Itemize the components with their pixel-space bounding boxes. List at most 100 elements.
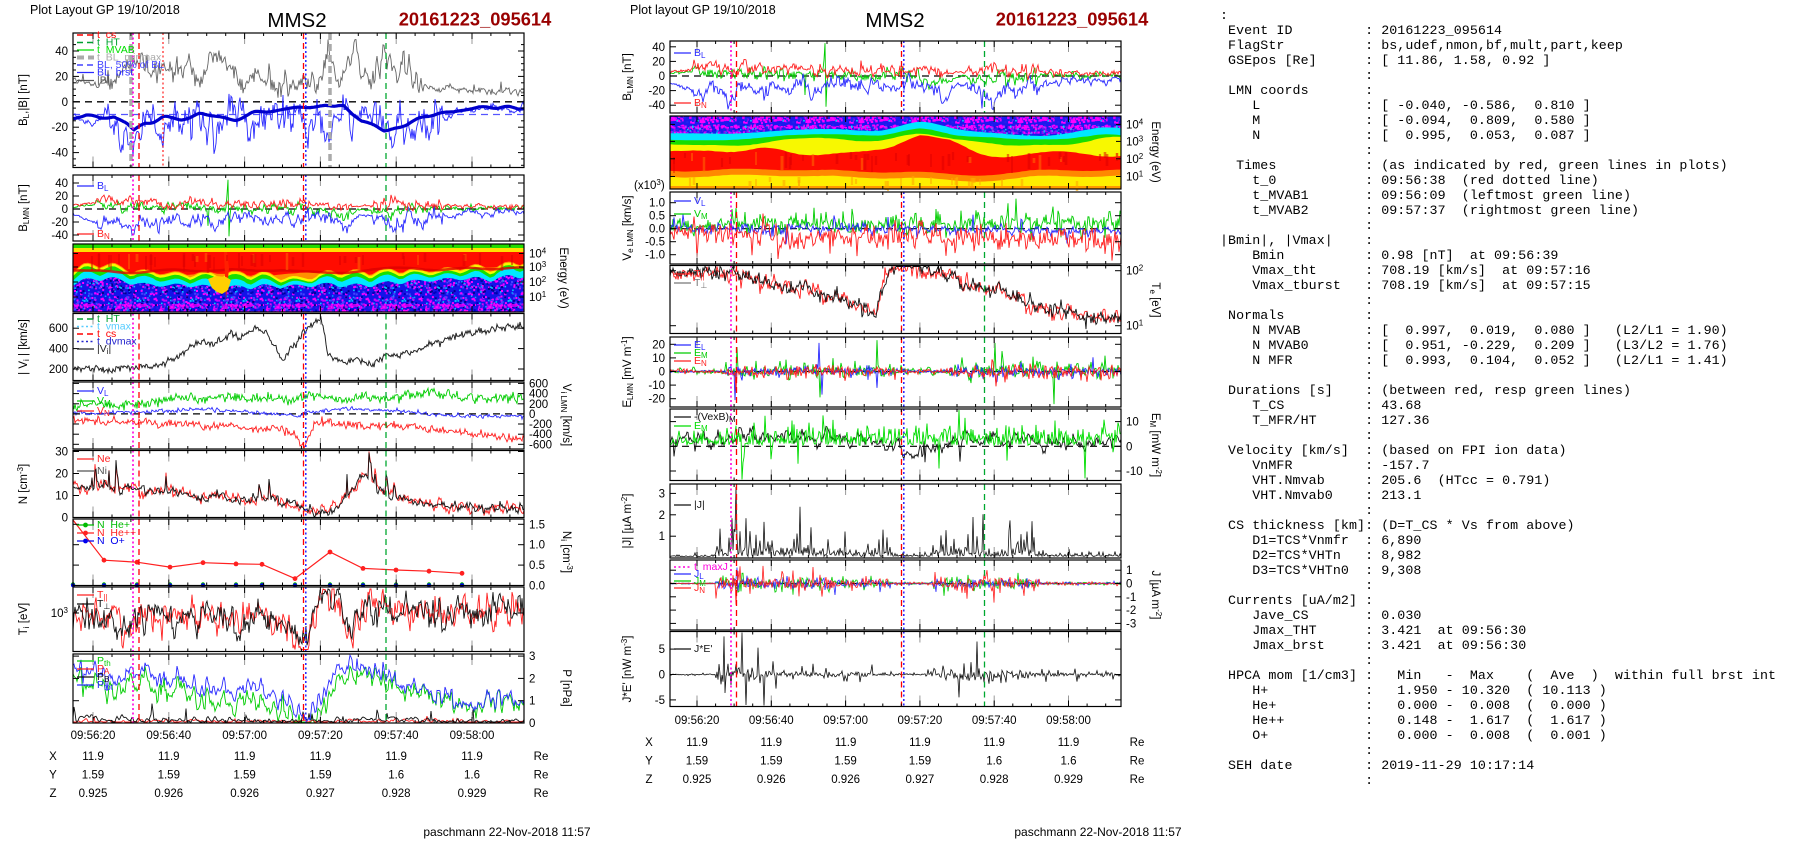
svg-text:3: 3 (529, 651, 535, 663)
svg-text:Ne: Ne (97, 453, 111, 465)
svg-text:10: 10 (55, 491, 68, 503)
svg-text:1.6: 1.6 (388, 770, 404, 782)
svg-text:T⊥: T⊥ (97, 598, 110, 611)
svg-text:Re: Re (534, 751, 549, 763)
svg-text:0.926: 0.926 (831, 774, 860, 786)
svg-text:09:57:20: 09:57:20 (898, 715, 943, 727)
svg-text:11.9: 11.9 (158, 751, 180, 763)
svg-text:1.59: 1.59 (686, 756, 708, 768)
svg-text:t vmax: t vmax (97, 321, 132, 333)
svg-text:PA: PA (97, 663, 110, 676)
svg-text:0.925: 0.925 (683, 774, 712, 786)
svg-text:40: 40 (55, 178, 68, 190)
svg-text:20: 20 (55, 469, 68, 481)
svg-text:Ve LMN [km/s]: Ve LMN [km/s] (622, 195, 635, 260)
svg-text:0: 0 (62, 97, 68, 109)
svg-text:1.0: 1.0 (649, 198, 665, 210)
svg-text:09:58:00: 09:58:00 (1046, 715, 1091, 727)
svg-text:09:56:40: 09:56:40 (749, 715, 794, 727)
svg-text:(x103): (x103) (634, 178, 665, 192)
svg-text:400: 400 (529, 389, 548, 401)
svg-text:0: 0 (62, 513, 68, 525)
svg-text:EM [mW m-2]: EM [mW m-2] (1148, 413, 1163, 477)
svg-text:102: 102 (1126, 264, 1144, 278)
svg-text:103: 103 (1126, 134, 1144, 148)
svg-text:EL: EL (694, 339, 706, 352)
svg-text:200: 200 (529, 399, 548, 411)
svg-text:09:56:20: 09:56:20 (71, 730, 116, 742)
svg-text:103: 103 (51, 606, 69, 620)
svg-text:paschmann 22-Nov-2018 11:57: paschmann 22-Nov-2018 11:57 (423, 825, 591, 839)
svg-text:t HT: t HT (97, 313, 120, 325)
svg-text:20161223_095614: 20161223_095614 (399, 9, 552, 30)
svg-text:11.9: 11.9 (82, 751, 104, 763)
svg-text:Y: Y (645, 756, 653, 768)
svg-text:1: 1 (659, 531, 665, 543)
svg-text:101: 101 (529, 290, 547, 304)
svg-text:0.927: 0.927 (906, 774, 935, 786)
svg-text:103: 103 (529, 260, 547, 274)
svg-text:102: 102 (1126, 152, 1144, 166)
svg-text:J [µA m-2]: J [µA m-2] (1149, 571, 1163, 620)
svg-text:0.929: 0.929 (458, 788, 487, 800)
svg-text:-1.0: -1.0 (645, 250, 665, 262)
svg-text:2: 2 (529, 673, 535, 685)
svg-text:T||: T|| (97, 589, 108, 602)
svg-text:BL: BL (694, 47, 706, 60)
svg-text:Re: Re (534, 788, 549, 800)
svg-text:0.5: 0.5 (649, 211, 665, 223)
svg-text:N He+: N He+ (97, 519, 130, 531)
svg-text:0.928: 0.928 (980, 774, 1009, 786)
svg-text:20: 20 (55, 191, 68, 203)
svg-text:0: 0 (62, 204, 68, 216)
svg-text:101: 101 (1126, 170, 1144, 184)
svg-text:11.9: 11.9 (835, 737, 857, 749)
svg-text:T||: T|| (694, 268, 705, 281)
svg-text:1.6: 1.6 (464, 770, 480, 782)
svg-text:0: 0 (659, 71, 665, 83)
svg-text:Re: Re (1130, 774, 1145, 786)
svg-text:ELMN [mV m-1]: ELMN [mV m-1] (620, 336, 635, 407)
svg-text:|J| [µA m-2]: |J| [µA m-2] (620, 494, 634, 549)
svg-text:VM: VM (97, 395, 111, 408)
svg-text:2: 2 (659, 510, 665, 522)
svg-text:0.926: 0.926 (230, 788, 259, 800)
svg-text:t dvmax: t dvmax (97, 336, 137, 348)
svg-text:Vi LMN [km/s]: Vi LMN [km/s] (559, 384, 572, 446)
svg-text:1.0: 1.0 (529, 540, 545, 552)
svg-text:0.5: 0.5 (529, 560, 545, 572)
svg-text:-400: -400 (529, 429, 552, 441)
svg-text:1.6: 1.6 (986, 756, 1002, 768)
svg-text:-40: -40 (51, 148, 68, 160)
svg-text:1.59: 1.59 (82, 770, 104, 782)
svg-text:11.9: 11.9 (983, 737, 1005, 749)
svg-text:MMS2: MMS2 (865, 9, 924, 32)
svg-text:BN: BN (97, 228, 110, 241)
svg-text:-40: -40 (648, 100, 665, 112)
svg-text:09:57:00: 09:57:00 (823, 715, 868, 727)
svg-text:0: 0 (659, 670, 665, 682)
svg-text:104: 104 (1126, 117, 1144, 131)
svg-text:11.9: 11.9 (909, 737, 931, 749)
svg-text:-2: -2 (1126, 605, 1136, 617)
svg-text:X: X (49, 751, 57, 763)
svg-text:30: 30 (55, 447, 68, 459)
svg-text:20: 20 (652, 56, 665, 68)
svg-text:JM: JM (694, 575, 706, 588)
svg-text:Energy (eV): Energy (eV) (557, 247, 569, 309)
svg-text:Pth: Pth (97, 655, 111, 668)
svg-text:-0.5: -0.5 (645, 237, 665, 249)
svg-text:BLMN [nT]: BLMN [nT] (622, 53, 635, 101)
svg-text:Plot Layout GP 19/10/2018: Plot Layout GP 19/10/2018 (30, 3, 180, 17)
svg-text:T⊥: T⊥ (694, 277, 707, 290)
svg-text:600: 600 (49, 323, 68, 335)
svg-text:| Vi | [km/s]: | Vi | [km/s] (18, 319, 31, 375)
svg-text:09:58:00: 09:58:00 (450, 730, 495, 742)
svg-text:N He++: N He++ (97, 527, 136, 539)
svg-text:0.0: 0.0 (529, 581, 545, 593)
svg-text:1.59: 1.59 (233, 770, 255, 782)
svg-text:20: 20 (652, 339, 665, 351)
svg-text:10: 10 (652, 353, 665, 365)
svg-text:1.59: 1.59 (309, 770, 331, 782)
svg-text:1: 1 (529, 696, 535, 708)
